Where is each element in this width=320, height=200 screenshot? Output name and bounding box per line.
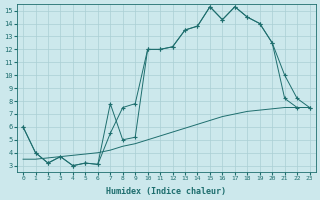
X-axis label: Humidex (Indice chaleur): Humidex (Indice chaleur) [106, 187, 226, 196]
